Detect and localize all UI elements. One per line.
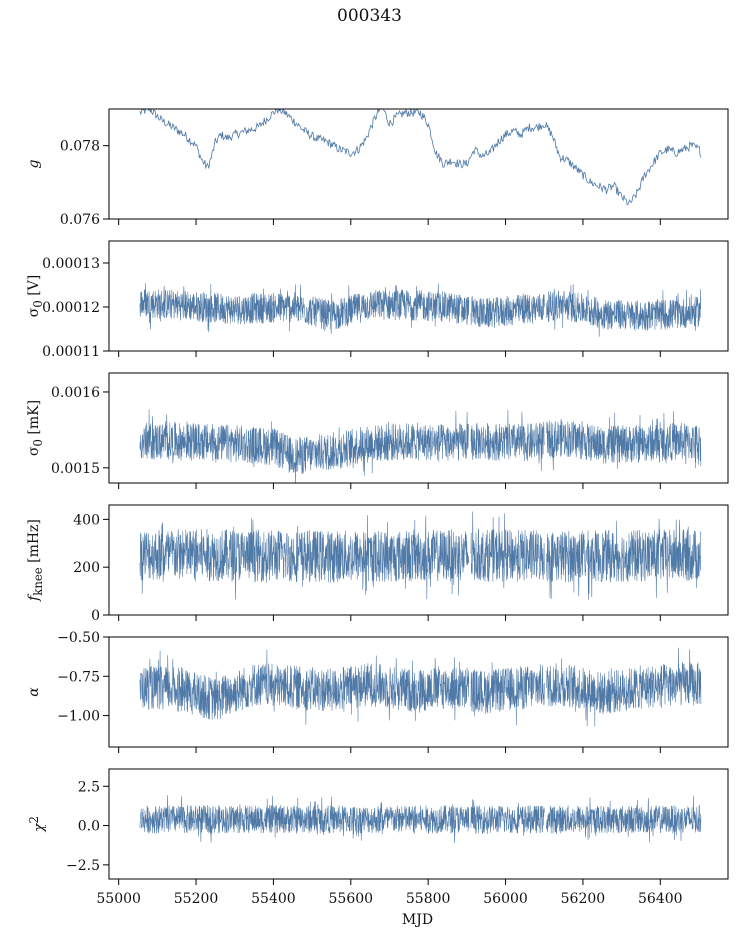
xtick-label: 56200 — [561, 891, 606, 907]
panel-frame — [108, 372, 729, 484]
ylabel: g — [26, 159, 42, 169]
series-band — [139, 647, 702, 727]
panel-frame — [108, 768, 729, 880]
ylabel-text: α — [26, 687, 42, 697]
ytick-label: 0 — [91, 608, 100, 624]
ytick-label: 0.0015 — [51, 461, 100, 477]
xtick-label: 55600 — [329, 891, 374, 907]
panel-2-series — [139, 283, 701, 337]
ylabel-text: σ0 [V] — [26, 274, 45, 318]
ytick-label: 0.00013 — [42, 256, 100, 272]
ytick-label: 0.076 — [60, 212, 100, 228]
ytick-label: 0.0016 — [51, 385, 100, 401]
panel-4-series — [139, 511, 702, 600]
ylabel: χ2 — [27, 816, 46, 832]
ytick-label: 0.0 — [78, 819, 100, 835]
ylabel: α — [26, 687, 42, 697]
figure-title: 000343 — [337, 6, 402, 26]
ytick-label: −0.75 — [57, 669, 100, 685]
xtick-label: 55800 — [406, 891, 451, 907]
series-band — [139, 283, 701, 337]
ytick-label: 200 — [73, 560, 100, 576]
ytick-label: −1.00 — [57, 709, 100, 725]
panel-5-series — [139, 647, 702, 727]
ytick-label: −0.50 — [57, 630, 100, 646]
panel-frame — [108, 240, 729, 352]
panel-frame — [108, 504, 729, 616]
ylabel: fknee [mHz] — [26, 519, 45, 601]
ytick-label: −2.5 — [66, 858, 100, 874]
series-band — [139, 409, 702, 483]
series-line — [139, 109, 702, 206]
xtick-label: 55000 — [96, 891, 141, 907]
xtick-label: 55200 — [174, 891, 219, 907]
panel-frame — [108, 636, 729, 748]
ytick-label: 0.00012 — [42, 300, 100, 316]
ytick-label: 2.5 — [78, 779, 100, 795]
ytick-label: 0.078 — [60, 139, 100, 155]
xtick-label: 56400 — [638, 891, 683, 907]
ylabel: σ0 [mK] — [26, 399, 45, 457]
panel-1: 0.076 0.078 g — [26, 108, 729, 228]
series-band — [139, 795, 702, 844]
panel-6: −2.5 0.0 2.5 55000 55200 55400 55600 55800 56000… — [27, 768, 729, 907]
ylabel-text: χ2 — [27, 816, 46, 832]
ylabel: σ0 [V] — [26, 274, 45, 318]
xtick-label: 56000 — [483, 891, 528, 907]
panel-5: −1.00 −0.75 −0.50 α — [26, 630, 729, 753]
ylabel-text: g — [26, 159, 42, 169]
ytick-label: 0.00011 — [42, 344, 100, 360]
panel-frame — [108, 108, 729, 220]
xtick-label: 55400 — [251, 891, 296, 907]
ytick-label: 400 — [73, 512, 100, 528]
panel-3: 0.0015 0.0016 σ0 [mK] — [26, 372, 729, 489]
ylabel-text: σ0 [mK] — [26, 399, 45, 457]
panel-2: 0.00011 0.00012 0.00013 σ0 [V] — [26, 240, 729, 360]
series-band — [139, 511, 702, 600]
panel-3-series — [139, 409, 702, 483]
xaxis-label: MJD — [402, 912, 433, 928]
panel-4: 0 200 400 fknee [mHz] — [26, 504, 729, 624]
panel-6-series — [139, 795, 702, 844]
panel-1-series — [139, 109, 702, 206]
ylabel-text: fknee [mHz] — [26, 519, 45, 601]
